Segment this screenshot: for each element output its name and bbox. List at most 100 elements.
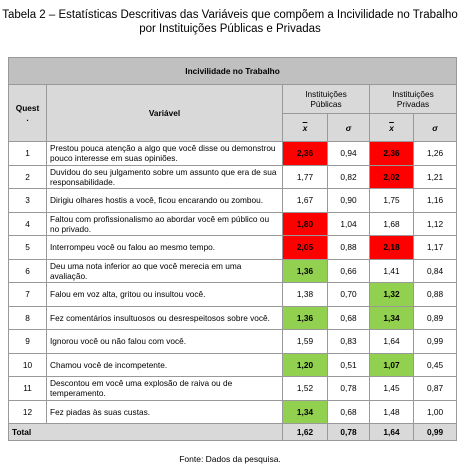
stat-cell: 1,34: [369, 305, 414, 330]
question-number: 7: [8, 282, 47, 307]
stat-cell: 0,87: [412, 376, 458, 401]
table-title: Tabela 2 – Estatísticas Descritivas das …: [2, 9, 458, 35]
stat-cell: 0,82: [327, 164, 370, 189]
stat-cell: 1,20: [282, 352, 328, 377]
variable-text: Faltou com profissionalismo ao abordar v…: [46, 211, 283, 236]
question-number: 9: [8, 329, 47, 354]
header-mean: x: [369, 113, 414, 142]
variable-text: Duvidou do seu julgamento sobre um assun…: [46, 164, 283, 189]
question-number: 3: [8, 188, 47, 213]
variable-text: Fez piadas às suas custas.: [46, 399, 283, 424]
sd-symbol: σ: [432, 122, 438, 133]
question-number: 6: [8, 258, 47, 283]
stat-cell: 0,70: [327, 282, 370, 307]
variable-text: Chamou você de incompetente.: [46, 352, 283, 377]
stat-cell: 1,75: [369, 188, 414, 213]
variable-text: Deu uma nota inferior ao que você mereci…: [46, 258, 283, 283]
table-row: 8 Fez comentários insultuosos ou desrespe…: [8, 305, 458, 330]
table-row: 6 Deu uma nota inferior ao que você merec…: [8, 258, 458, 283]
stat-cell: 1,45: [369, 376, 414, 401]
question-number: 2: [8, 164, 47, 189]
table-row: 3 Dirigiu olhares hostis a você, ficou en…: [8, 188, 458, 213]
table-row: 1 Prestou pouca atenção a algo que você d…: [8, 141, 458, 166]
statistics-table: Incivilidade no Trabalho Quest . Variáve…: [7, 57, 458, 441]
total-cell: 0,78: [327, 423, 370, 441]
variable-text: Interrompeu você ou falou ao mesmo tempo…: [46, 235, 283, 260]
question-number: 8: [8, 305, 47, 330]
table-band: Incivilidade no Trabalho: [7, 57, 458, 85]
header-variable: Variável: [46, 84, 283, 142]
stat-cell: 0,99: [412, 329, 458, 354]
stat-cell: 0,68: [327, 305, 370, 330]
stat-cell: 0,94: [327, 141, 370, 166]
stat-cell: 2,05: [282, 235, 328, 260]
stat-cell: 1,04: [327, 211, 370, 236]
stat-cell: 2,36: [282, 141, 328, 166]
stat-cell: 1,00: [412, 399, 458, 424]
header-public: Instituições Públicas: [282, 84, 370, 114]
stat-cell: 1,77: [282, 164, 328, 189]
header-sd: σ: [327, 113, 370, 142]
stat-cell: 2,18: [369, 235, 414, 260]
table-row: 7 Falou em voz alta, gritou ou insultou v…: [8, 282, 458, 307]
table-row: 12 Fez piadas às suas custas. 1,34 0,68 1,48…: [8, 399, 458, 424]
question-number: 1: [8, 141, 47, 166]
mean-symbol: x: [302, 122, 308, 133]
stat-cell: 0,84: [412, 258, 458, 283]
table-row: 11 Descontou em você uma explosão de raiv…: [8, 376, 458, 401]
stat-cell: 1,80: [282, 211, 328, 236]
stat-cell: 0,68: [327, 399, 370, 424]
stat-cell: 1,17: [412, 235, 458, 260]
table-row: 10 Chamou você de incompetente. 1,20 0,51 1,…: [8, 352, 458, 377]
stat-cell: 1,64: [369, 329, 414, 354]
source-note: Fonte: Dados da pesquisa.: [179, 454, 281, 464]
stat-cell: 1,52: [282, 376, 328, 401]
stat-cell: 1,38: [282, 282, 328, 307]
header-quest: Quest .: [8, 84, 47, 142]
stat-cell: 0,89: [412, 305, 458, 330]
stat-cell: 0,88: [412, 282, 458, 307]
stat-cell: 1,32: [369, 282, 414, 307]
question-number: 5: [8, 235, 47, 260]
stat-cell: 2,02: [369, 164, 414, 189]
stat-cell: 0,88: [327, 235, 370, 260]
header-private: Instituições Privadas: [368, 84, 458, 114]
variable-text: Ignorou você ou não falou com você.: [46, 329, 283, 354]
table-row: 5 Interrompeu você ou falou ao mesmo temp…: [8, 235, 458, 260]
sd-symbol: σ: [345, 122, 352, 133]
stat-cell: 1,12: [412, 211, 458, 236]
stat-cell: 1,26: [412, 141, 458, 166]
variable-text: Dirigiu olhares hostis a você, ficou enc…: [46, 188, 283, 213]
stat-cell: 0,66: [327, 258, 370, 283]
table-row: 4 Faltou com profissionalismo ao abordar …: [8, 211, 458, 236]
variable-text: Prestou pouca atenção a algo que você di…: [46, 141, 283, 166]
stat-cell: 2,36: [369, 141, 414, 166]
stat-cell: 1,67: [282, 188, 328, 213]
table-row: 2 Duvidou do seu julgamento sobre um assu…: [8, 164, 458, 189]
stat-cell: 1,41: [369, 258, 414, 283]
stat-cell: 1,48: [369, 399, 414, 424]
stat-cell: 0,90: [327, 188, 370, 213]
question-number: 12: [8, 399, 47, 424]
mean-symbol: x: [389, 122, 394, 133]
total-cell: 1,64: [369, 423, 414, 441]
question-number: 4: [8, 211, 47, 236]
stat-cell: 1,16: [412, 188, 458, 213]
variable-text: Descontou em você uma explosão de raiva …: [46, 376, 283, 401]
stat-cell: 0,83: [327, 329, 370, 354]
table-body: 1 Prestou pouca atenção a algo que você d…: [8, 141, 458, 441]
stat-cell: 0,51: [327, 352, 370, 377]
stat-cell: 0,45: [412, 352, 458, 377]
stat-cell: 1,68: [369, 211, 414, 236]
stat-cell: 1,36: [282, 305, 328, 330]
question-number: 10: [8, 352, 47, 377]
stat-cell: 1,36: [282, 258, 328, 283]
header-mean: x: [282, 113, 328, 142]
variable-text: Falou em voz alta, gritou ou insultou vo…: [46, 282, 283, 307]
header-sd: σ: [412, 113, 458, 142]
question-number: 11: [8, 376, 47, 401]
variable-text: Fez comentários insultuosos ou desrespei…: [46, 305, 283, 330]
total-cell: 0,99: [412, 423, 458, 441]
table-row: 9 Ignorou você ou não falou com você. 1,59…: [8, 329, 458, 354]
